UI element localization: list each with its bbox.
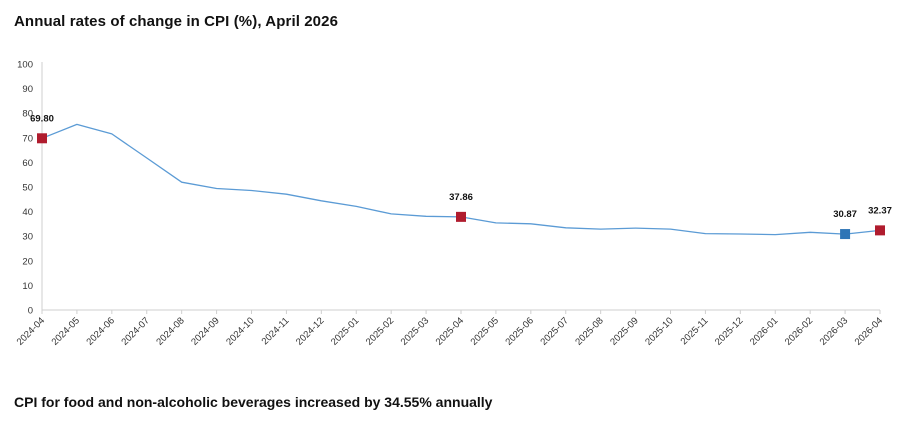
x-tick-label: 2024-07 [119, 315, 151, 347]
x-tick-label: 2025-05 [469, 315, 501, 347]
x-tick-label: 2025-12 [713, 315, 745, 347]
x-tick-label: 2025-11 [679, 315, 711, 347]
y-tick-label: 90 [22, 84, 33, 95]
data-label: 32.37 [868, 205, 892, 216]
data-point-marker [37, 133, 47, 144]
highlight-markers: 69.80 37.86 30.87 32.37 [30, 113, 892, 240]
x-tick-label: 2024-04 [15, 315, 47, 347]
chart-container: 0 10 20 30 40 50 60 70 80 90 100 2024-04 2024-05 202… [0, 40, 900, 370]
data-label: 30.87 [833, 209, 857, 220]
chart-title: Annual rates of change in CPI (%), April… [14, 13, 339, 30]
x-tick-label: 2024-10 [224, 315, 256, 347]
x-tick-label: 2024-09 [189, 315, 221, 347]
x-tick-label: 2025-10 [643, 315, 675, 347]
x-tick-label: 2025-04 [434, 315, 466, 347]
data-point-marker [875, 225, 885, 236]
x-axis: 2024-04 2024-05 2024-06 2024-07 2024-08 2024-… [15, 309, 885, 348]
data-point-marker [840, 229, 851, 240]
x-tick-label: 2024-05 [50, 315, 82, 347]
x-tick-label: 2025-06 [504, 315, 536, 347]
x-tick-label: 2026-04 [853, 315, 885, 347]
y-tick-label: 80 [22, 109, 33, 120]
y-tick-label: 20 [22, 256, 33, 267]
x-tick-label: 2024-08 [154, 315, 186, 347]
y-tick-label: 10 [22, 281, 33, 292]
y-tick-label: 30 [22, 232, 33, 243]
x-tick-label: 2024-11 [260, 315, 292, 347]
x-tick-label: 2024-06 [85, 315, 117, 347]
x-tick-label: 2026-02 [783, 315, 815, 347]
y-tick-label: 100 [17, 60, 33, 71]
data-label: 37.86 [449, 192, 473, 203]
y-tick-label: 40 [22, 207, 33, 218]
y-tick-label: 50 [22, 183, 33, 194]
food-cpi-caption: CPI for food and non-alcoholic beverages… [14, 394, 493, 410]
y-axis: 0 10 20 30 40 50 60 70 80 90 100 [17, 60, 43, 317]
y-tick-label: 70 [22, 133, 33, 144]
x-tick-label: 2026-03 [818, 315, 850, 347]
y-tick-label: 60 [22, 158, 33, 169]
x-tick-label: 2025-07 [538, 315, 570, 347]
x-tick-label: 2025-08 [573, 315, 605, 347]
x-tick-label: 2025-02 [364, 315, 396, 347]
x-tick-label: 2025-09 [608, 315, 640, 347]
y-tick-label: 0 [28, 306, 33, 317]
x-tick-label: 2025-03 [399, 315, 431, 347]
x-tick-label: 2024-12 [294, 315, 326, 347]
data-point-marker [456, 211, 466, 222]
x-tick-label: 2026-01 [748, 315, 780, 347]
data-label: 69.80 [30, 113, 54, 124]
x-tick-label: 2025-01 [329, 315, 361, 347]
